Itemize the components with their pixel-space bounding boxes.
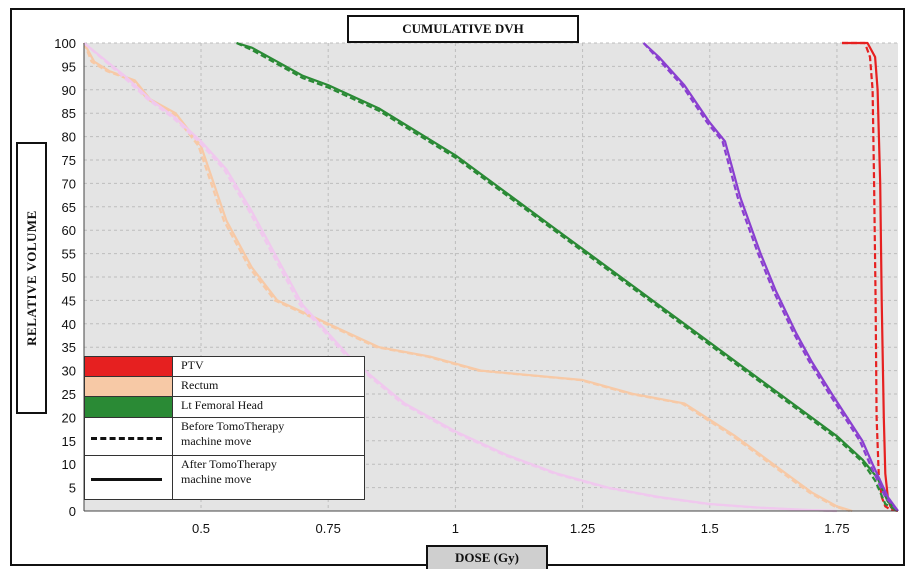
y-tick-label: 35 [62, 340, 76, 355]
series-line-3 [82, 42, 851, 513]
y-axis-label-text: RELATIVE VOLUME [23, 210, 39, 346]
legend-item-rectum: Rectum [85, 377, 364, 397]
dashed-line-icon [91, 436, 162, 440]
legend-swatch-rectum [85, 377, 173, 396]
legend-label-before: Before TomoTherapy machine move [181, 419, 360, 449]
y-tick-label: 100 [54, 36, 76, 51]
legend-label-rectum: Rectum [181, 378, 219, 392]
legend-swatch-ptv [85, 357, 173, 376]
legend-label-after-line2: machine move [181, 472, 252, 486]
x-axis-label-text: DOSE (Gy) [455, 550, 519, 565]
solid-line-icon [91, 478, 162, 481]
x-tick-label: 1.5 [701, 521, 719, 536]
y-tick-label: 80 [62, 130, 76, 145]
y-tick-label: 65 [62, 200, 76, 215]
legend-swatch-after [85, 456, 173, 500]
grid-lines [84, 42, 898, 512]
y-tick-label: 45 [62, 293, 76, 308]
x-tick-label: 1.75 [824, 521, 849, 536]
series-line-1 [842, 41, 899, 513]
series-line-9 [83, 42, 835, 513]
y-tick-label: 20 [62, 410, 76, 425]
y-tick-label: 40 [62, 317, 76, 332]
legend-swatch-lt-femoral-head [85, 397, 173, 417]
y-tick-label: 10 [62, 457, 76, 472]
y-tick-label: 0 [69, 504, 76, 519]
y-axis-label: RELATIVE VOLUME [16, 142, 47, 414]
y-tick-label: 90 [62, 83, 76, 98]
x-tick-label: 0.75 [316, 521, 341, 536]
series-line-5 [236, 41, 899, 512]
y-tick-label: 50 [62, 270, 76, 285]
x-tick-label: 1 [452, 521, 459, 536]
tick-labels: 0510152025303540455055606570758085909510… [54, 36, 849, 536]
legend-swatch-before [85, 418, 173, 455]
legend-item-ptv: PTV [85, 357, 364, 377]
chart-title: CUMULATIVE DVH [347, 15, 579, 43]
legend-label-before-line2: machine move [181, 434, 252, 448]
series-lines [82, 41, 899, 513]
y-tick-label: 75 [62, 153, 76, 168]
x-tick-label: 0.5 [192, 521, 210, 536]
legend-label-lt-femoral-head: Lt Femoral Head [181, 398, 263, 412]
series-line-6 [642, 42, 899, 512]
legend-label-ptv: PTV [181, 358, 204, 372]
y-tick-label: 30 [62, 364, 76, 379]
legend: PTV Rectum Lt Femoral Head Before TomoTh… [84, 356, 365, 500]
y-tick-label: 85 [62, 106, 76, 121]
series-line-4 [236, 41, 899, 512]
series-line-7 [642, 42, 899, 512]
legend-label-after: After TomoTherapy machine move [181, 457, 360, 487]
y-tick-label: 95 [62, 59, 76, 74]
x-axis-label: DOSE (Gy) [426, 545, 548, 569]
legend-item-before: Before TomoTherapy machine move [85, 418, 364, 456]
x-tick-label: 1.25 [570, 521, 595, 536]
y-tick-label: 15 [62, 434, 76, 449]
legend-label-before-line1: Before TomoTherapy [181, 419, 285, 433]
y-tick-label: 60 [62, 223, 76, 238]
legend-item-lt-femoral-head: Lt Femoral Head [85, 397, 364, 418]
legend-item-after: After TomoTherapy machine move [85, 456, 364, 500]
y-tick-label: 5 [69, 481, 76, 496]
y-tick-label: 55 [62, 247, 76, 262]
y-tick-label: 70 [62, 176, 76, 191]
chart-title-text: CUMULATIVE DVH [402, 21, 524, 36]
legend-label-after-line1: After TomoTherapy [181, 457, 277, 471]
y-tick-label: 25 [62, 387, 76, 402]
